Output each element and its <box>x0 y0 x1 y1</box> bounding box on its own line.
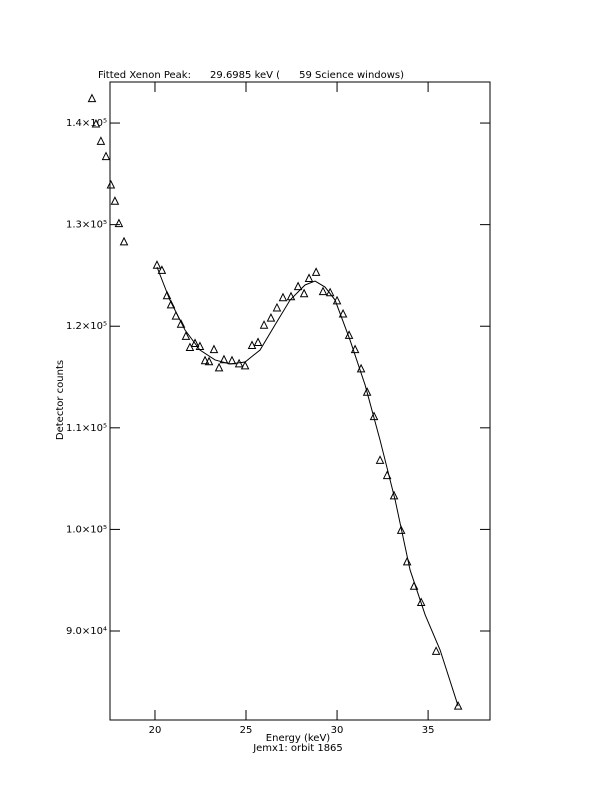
y-tick-label: 1.2×10⁵ <box>66 321 107 332</box>
data-point <box>402 556 412 566</box>
data-point <box>200 355 210 365</box>
data-point <box>110 196 120 205</box>
data-point <box>344 330 354 339</box>
data-point <box>304 273 314 282</box>
data-point <box>87 93 97 103</box>
data-point <box>416 597 426 607</box>
chart-title: Fitted Xenon Peak: 29.6985 keV ( 59 Scie… <box>98 70 404 81</box>
data-point <box>240 360 250 370</box>
data-point <box>204 356 214 366</box>
data-point <box>119 236 129 246</box>
data-point <box>356 363 366 373</box>
x-tick-label: 35 <box>422 725 435 736</box>
data-point <box>227 355 237 365</box>
data-point <box>278 292 288 302</box>
data-point <box>114 218 124 228</box>
data-point <box>209 344 219 354</box>
data-point <box>325 287 335 297</box>
data-point <box>332 295 342 305</box>
data-point <box>375 455 385 464</box>
data-point <box>431 646 441 655</box>
data-point <box>299 288 309 298</box>
data-point <box>91 118 101 128</box>
y-tick-label: 1.1×10⁵ <box>66 423 107 434</box>
data-point <box>389 490 399 500</box>
x-tick-label: 25 <box>240 725 253 736</box>
data-point <box>286 291 296 301</box>
data-point <box>338 308 348 318</box>
y-tick-label: 1.4×10⁵ <box>66 118 107 129</box>
x-axis-label: Energy (keV) <box>266 733 331 744</box>
data-point <box>247 340 257 350</box>
data-point <box>409 581 419 590</box>
data-point <box>166 299 176 309</box>
data-point <box>185 342 195 352</box>
plot-frame <box>109 81 491 721</box>
y-tick-label: 9.0×10⁴ <box>66 626 107 637</box>
data-point <box>369 411 379 421</box>
data-point <box>195 341 205 351</box>
data-point <box>293 281 303 291</box>
data-point <box>101 151 111 161</box>
data-point <box>234 358 244 368</box>
data-point <box>350 344 360 354</box>
data-point <box>219 354 229 364</box>
x-tick-label: 30 <box>331 725 344 736</box>
x-tick-label: 20 <box>149 725 162 736</box>
y-tick-label: 1.3×10⁵ <box>66 220 107 231</box>
data-point <box>362 387 372 396</box>
data-point <box>266 312 276 322</box>
data-point <box>396 525 406 534</box>
data-point <box>181 331 191 340</box>
data-point <box>253 337 263 346</box>
data-point <box>311 267 321 276</box>
y-tick-label: 1.0×10⁵ <box>66 524 107 535</box>
subtitle: Jemx1: orbit 1865 <box>252 743 343 754</box>
data-point <box>214 362 224 372</box>
data-point <box>259 320 269 329</box>
data-point <box>106 179 116 189</box>
data-point <box>190 338 200 347</box>
data-point <box>96 136 106 145</box>
fit-line <box>156 266 459 707</box>
data-point <box>453 701 463 710</box>
data-point <box>318 286 328 296</box>
data-point <box>171 310 181 320</box>
data-point <box>272 302 282 312</box>
data-point <box>176 319 186 328</box>
data-point <box>157 265 167 274</box>
data-point <box>152 260 162 269</box>
data-point <box>382 470 392 480</box>
data-point <box>162 290 172 300</box>
y-axis-label: Detector counts <box>55 360 66 440</box>
